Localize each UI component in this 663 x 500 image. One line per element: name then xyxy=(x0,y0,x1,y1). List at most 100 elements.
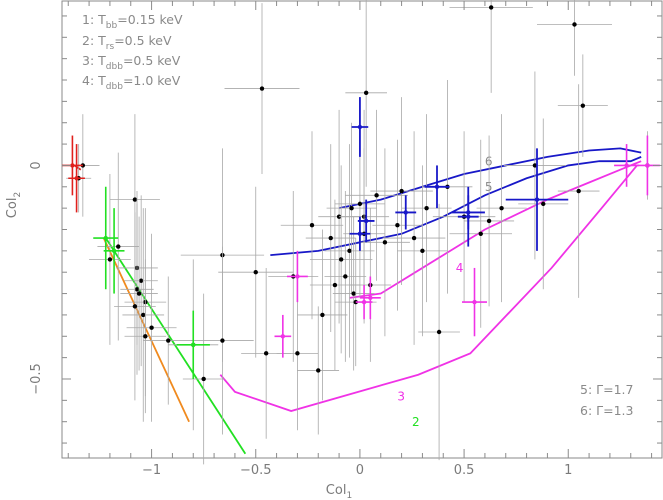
x-tick-label: 0 xyxy=(356,463,364,478)
data-point-marker xyxy=(541,201,546,207)
legend-line-5: 5: Γ=1.7 xyxy=(580,382,633,397)
data-point xyxy=(557,84,600,298)
data-point-marker xyxy=(357,201,363,207)
data-point-marker xyxy=(80,163,86,168)
blue-point-marker xyxy=(363,218,369,224)
data-point-marker xyxy=(116,244,121,249)
data-point xyxy=(120,203,154,375)
blue-point-marker xyxy=(357,231,363,236)
data-point-marker xyxy=(382,240,388,245)
x-tick-label: 1 xyxy=(564,463,572,478)
data-point-marker xyxy=(132,304,138,309)
y-tick-label: 0 xyxy=(29,161,44,169)
data-point-marker xyxy=(253,270,258,275)
data-point xyxy=(122,208,165,422)
data-point xyxy=(345,0,387,187)
data-point-marker xyxy=(316,368,321,373)
red-point-marker xyxy=(70,163,75,168)
magenta-point xyxy=(355,285,373,320)
data-point xyxy=(182,293,225,465)
magenta-point-marker xyxy=(368,295,373,301)
data-points xyxy=(62,0,660,465)
data-point-marker xyxy=(499,205,504,211)
data-point xyxy=(503,71,567,260)
data-point-marker xyxy=(138,278,144,283)
red-point-marker xyxy=(74,176,79,181)
legend-line-1: 1: Tbb=0.15 keV xyxy=(82,12,183,31)
data-point xyxy=(297,229,348,401)
data-point xyxy=(449,139,512,328)
axis-ticks: −1 −0.5 0 0.5 1 0 −0.5 xyxy=(29,1,662,478)
data-point-marker xyxy=(338,257,344,262)
data-point-marker xyxy=(220,338,225,343)
data-point-marker xyxy=(580,103,586,108)
magenta-point xyxy=(274,314,292,358)
data-point xyxy=(191,246,254,435)
data-point xyxy=(124,195,158,367)
data-point-marker xyxy=(295,351,300,356)
data-point xyxy=(359,148,410,337)
green-point-marker xyxy=(111,248,117,254)
data-point-marker xyxy=(328,235,333,241)
magenta-point-marker xyxy=(280,334,286,339)
data-point-marker xyxy=(411,235,417,241)
legend-box: 1: Tbb=0.15 keV 2: Trs=0.5 keV 3: Tdbb=0… xyxy=(82,12,183,92)
magenta-point xyxy=(462,267,487,337)
magenta-point xyxy=(634,135,660,196)
legend-line-4: 4: Tdbb=1.0 keV xyxy=(82,73,181,92)
data-point-marker xyxy=(149,325,154,330)
data-point xyxy=(345,109,408,281)
magenta-point-marker xyxy=(472,299,477,305)
data-point xyxy=(370,97,433,286)
blue-point-marker xyxy=(403,210,408,215)
data-point-marker xyxy=(134,287,140,292)
blue-point xyxy=(424,165,450,209)
x-tick-label: −1 xyxy=(142,463,161,478)
data-point-marker xyxy=(488,5,494,10)
blue-point xyxy=(505,148,569,251)
data-point-marker xyxy=(136,291,142,296)
data-point xyxy=(418,203,460,461)
green-point xyxy=(103,208,125,294)
magenta-point xyxy=(359,276,381,320)
curve-2 xyxy=(104,237,247,455)
curve-4 xyxy=(349,160,642,299)
data-point-marker xyxy=(336,214,342,219)
data-point xyxy=(476,114,527,303)
red-point xyxy=(68,144,85,213)
data-point xyxy=(449,0,533,93)
data-point xyxy=(518,118,569,290)
green-point-marker xyxy=(103,235,108,241)
legend-line-2: 2: Trs=0.5 keV xyxy=(82,33,172,52)
data-point xyxy=(126,233,177,422)
plot-border xyxy=(61,0,663,459)
data-point xyxy=(557,54,608,157)
data-point xyxy=(401,114,452,303)
data-point-marker xyxy=(572,22,577,27)
data-point-marker xyxy=(436,329,442,335)
data-point-marker xyxy=(424,205,429,211)
data-point-marker xyxy=(332,282,338,288)
blue-point xyxy=(351,97,369,157)
data-point xyxy=(97,152,140,341)
x-tick-label: −0.5 xyxy=(240,463,272,478)
data-point-marker xyxy=(576,188,581,194)
magenta-point-marker xyxy=(361,299,367,305)
data-point-marker xyxy=(349,205,354,211)
data-point-marker xyxy=(374,193,379,198)
data-point-marker xyxy=(263,351,269,356)
data-point xyxy=(382,131,446,345)
magenta-point-marker xyxy=(645,163,650,168)
data-point xyxy=(324,144,375,358)
data-point-marker xyxy=(201,376,206,382)
data-point xyxy=(124,259,167,414)
blue-point xyxy=(451,195,485,230)
blue-point-marker xyxy=(466,210,471,215)
data-point-marker xyxy=(309,223,315,228)
magenta-point-marker xyxy=(295,274,300,279)
plot-frame xyxy=(61,0,663,459)
data-point xyxy=(332,216,375,371)
curve-label-3: 3 xyxy=(397,389,405,403)
data-point-marker xyxy=(399,188,404,194)
legend-box-right: 5: Γ=1.7 6: Γ=1.3 xyxy=(580,382,633,418)
